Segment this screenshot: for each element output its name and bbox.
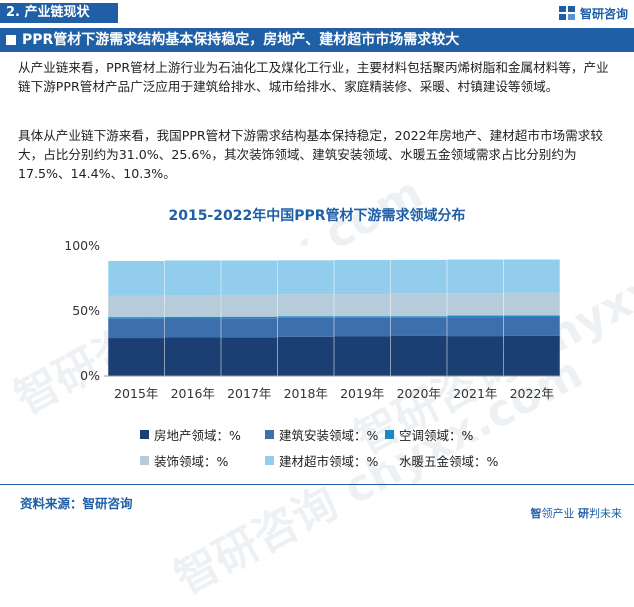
- bar-segment: [390, 246, 447, 260]
- detail-paragraph: 具体从产业链下游来看，我国PPR管材下游需求结构基本保持稳定，2022年房地产、…: [18, 128, 603, 181]
- bar-segment: [277, 316, 334, 318]
- y-tick-label: 0%: [80, 368, 100, 383]
- legend-item: 建材超市领域：%: [265, 451, 378, 470]
- bar-segment: [447, 336, 504, 376]
- bar-segment: [334, 246, 391, 261]
- bar-segment: [164, 337, 221, 376]
- bar-segment: [447, 293, 504, 316]
- slogan-rest-1: 领产业: [541, 507, 575, 520]
- legend-label: 建筑安装领域：%: [279, 428, 379, 443]
- legend-item: 水暖五金领域：%: [385, 451, 498, 470]
- legend-label: 建材超市领域：%: [279, 454, 379, 469]
- x-tick-label: 2018年: [284, 386, 328, 401]
- bar-segment: [334, 294, 391, 317]
- bar-segment: [277, 336, 334, 376]
- bar-segment: [503, 315, 560, 317]
- x-tick-label: 2015年: [114, 386, 158, 401]
- brand-logo-icon: [558, 6, 575, 20]
- bar-segment: [164, 260, 221, 296]
- bar-segment: [447, 259, 504, 294]
- bar-segment: [108, 295, 165, 318]
- bar-segment: [447, 315, 504, 318]
- legend-swatch: [140, 430, 149, 439]
- legend-swatch: [385, 430, 394, 439]
- bar-segment: [277, 260, 334, 295]
- bar-segment: [277, 246, 334, 261]
- bar-segment: [334, 260, 391, 295]
- headline-banner: PPR管材下游需求结构基本保持稳定，房地产、建材超市市场需求较大: [0, 28, 634, 52]
- bar-segment: [221, 260, 278, 295]
- bar-segment: [390, 293, 447, 317]
- legend-item: 房地产领域：%: [140, 425, 241, 444]
- bar-segment: [503, 246, 560, 260]
- legend-item: 空调领域：%: [385, 425, 473, 444]
- bar-segment: [221, 246, 278, 261]
- legend-label: 空调领域：%: [399, 428, 474, 443]
- legend-swatch: [265, 430, 274, 439]
- y-tick-label: 50%: [72, 303, 100, 318]
- bar-segment: [334, 317, 391, 337]
- bar-segment: [164, 318, 221, 338]
- bar-segment: [108, 260, 165, 296]
- square-bullet-icon: [6, 35, 16, 45]
- x-tick-label: 2016年: [171, 386, 215, 401]
- bar-segment: [334, 316, 391, 318]
- legend-swatch: [140, 456, 149, 465]
- bar-segment: [108, 318, 165, 339]
- headline-text: PPR管材下游需求结构基本保持稳定，房地产、建材超市市场需求较大: [22, 32, 460, 48]
- bar-segment: [221, 318, 278, 338]
- source-label: 资料来源：智研咨询: [20, 496, 133, 511]
- x-tick-label: 2017年: [227, 386, 271, 401]
- y-tick-label: 100%: [64, 238, 100, 253]
- bar-segment: [503, 292, 560, 316]
- bar-segment: [164, 295, 221, 317]
- legend-item: 建筑安装领域：%: [265, 425, 378, 444]
- bar-segment: [277, 317, 334, 337]
- bar-segment: [108, 246, 165, 261]
- legend-label: 房地产领域：%: [154, 428, 241, 443]
- stacked-bar-chart: 0% 50% 100% 2015年 2016年 2017年 2018年 2019年 2020年 2…: [64, 238, 560, 401]
- slogan: 智领产业 研判未来: [531, 505, 623, 521]
- intro-paragraph: 从产业链来看，PPR管材上游行业为石油化工及煤化工行业，主要材料包括聚丙烯树脂和…: [18, 60, 609, 94]
- legend-swatch: [385, 456, 394, 465]
- bar-segment: [503, 335, 560, 376]
- bar-segment: [390, 316, 447, 318]
- bar-segment: [390, 259, 447, 294]
- section-label: 2. 产业链现状: [0, 3, 118, 23]
- bar-segment: [108, 317, 165, 319]
- x-tick-label: 2021年: [453, 386, 497, 401]
- bar-segment: [390, 335, 447, 376]
- x-tick-label: 2020年: [397, 386, 441, 401]
- bar-segment: [390, 317, 447, 336]
- x-tick-label: 2019年: [340, 386, 384, 401]
- bar-segment: [447, 317, 504, 337]
- bar-segment: [447, 246, 504, 260]
- bar-segment: [334, 336, 391, 376]
- slogan-bold-1: 智: [530, 507, 542, 520]
- bar-segment: [108, 338, 165, 376]
- legend-label: 装饰领域：%: [154, 454, 229, 469]
- legend-label: 水暖五金领域：%: [399, 454, 499, 469]
- bar-segment: [164, 316, 221, 319]
- bar-segment: [503, 316, 560, 336]
- brand-name: 智研咨询: [579, 6, 628, 21]
- bar-segment: [221, 337, 278, 376]
- bar-segment: [164, 246, 221, 261]
- chart-title: 2015-2022年中国PPR管材下游需求领域分布: [168, 208, 466, 224]
- bar-segment: [221, 294, 278, 317]
- legend-item: 装饰领域：%: [140, 451, 228, 470]
- bar-segment: [221, 316, 278, 319]
- slogan-bold-2: 研: [578, 507, 589, 520]
- slogan-rest-2: 判未来: [589, 507, 622, 520]
- top-bar: 2. 产业链现状 智研咨询: [0, 0, 634, 26]
- brand: 智研咨询: [558, 4, 628, 22]
- bar-segment: [277, 294, 334, 317]
- x-tick-label: 2022年: [510, 386, 554, 401]
- bar-segment: [503, 259, 560, 293]
- legend-swatch: [265, 456, 274, 465]
- footer-divider: [0, 484, 634, 485]
